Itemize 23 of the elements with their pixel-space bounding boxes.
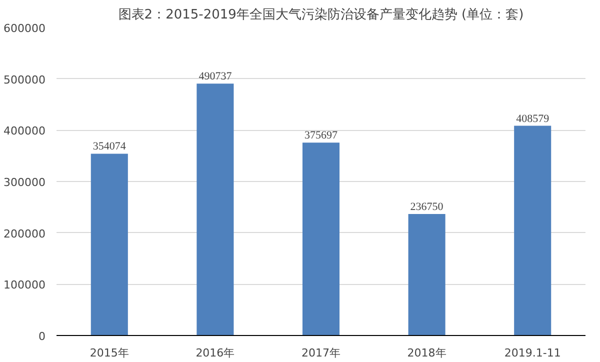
data-label: 490737 (198, 70, 232, 83)
bar (302, 142, 340, 336)
y-tick-label: 100000 (4, 278, 46, 292)
y-tick-label: 400000 (4, 124, 46, 138)
y-tick-label: 500000 (4, 73, 46, 86)
bar (514, 126, 552, 336)
data-label: 375697 (304, 130, 338, 142)
y-tick-label: 600000 (4, 22, 46, 35)
chart-title: 图表2：2015-2019年全国大气污染防治设备产量变化趋势 (单位：套) (118, 8, 524, 22)
bar (196, 84, 234, 336)
y-tick-label: 0 (38, 330, 46, 343)
x-tick-label: 2019.1-11 (504, 346, 561, 360)
data-label: 408579 (516, 112, 550, 125)
data-label: 236750 (410, 200, 444, 213)
x-tick-label: 2015年 (90, 346, 129, 360)
bar (90, 154, 128, 336)
y-tick-label: 300000 (4, 176, 46, 189)
y-tick-label: 200000 (4, 227, 46, 240)
x-tick-label: 2018年 (407, 346, 446, 360)
data-label: 354074 (92, 140, 126, 153)
x-tick-label: 2017年 (302, 346, 341, 360)
x-tick-label: 2016年 (196, 346, 235, 360)
bar (408, 214, 446, 336)
